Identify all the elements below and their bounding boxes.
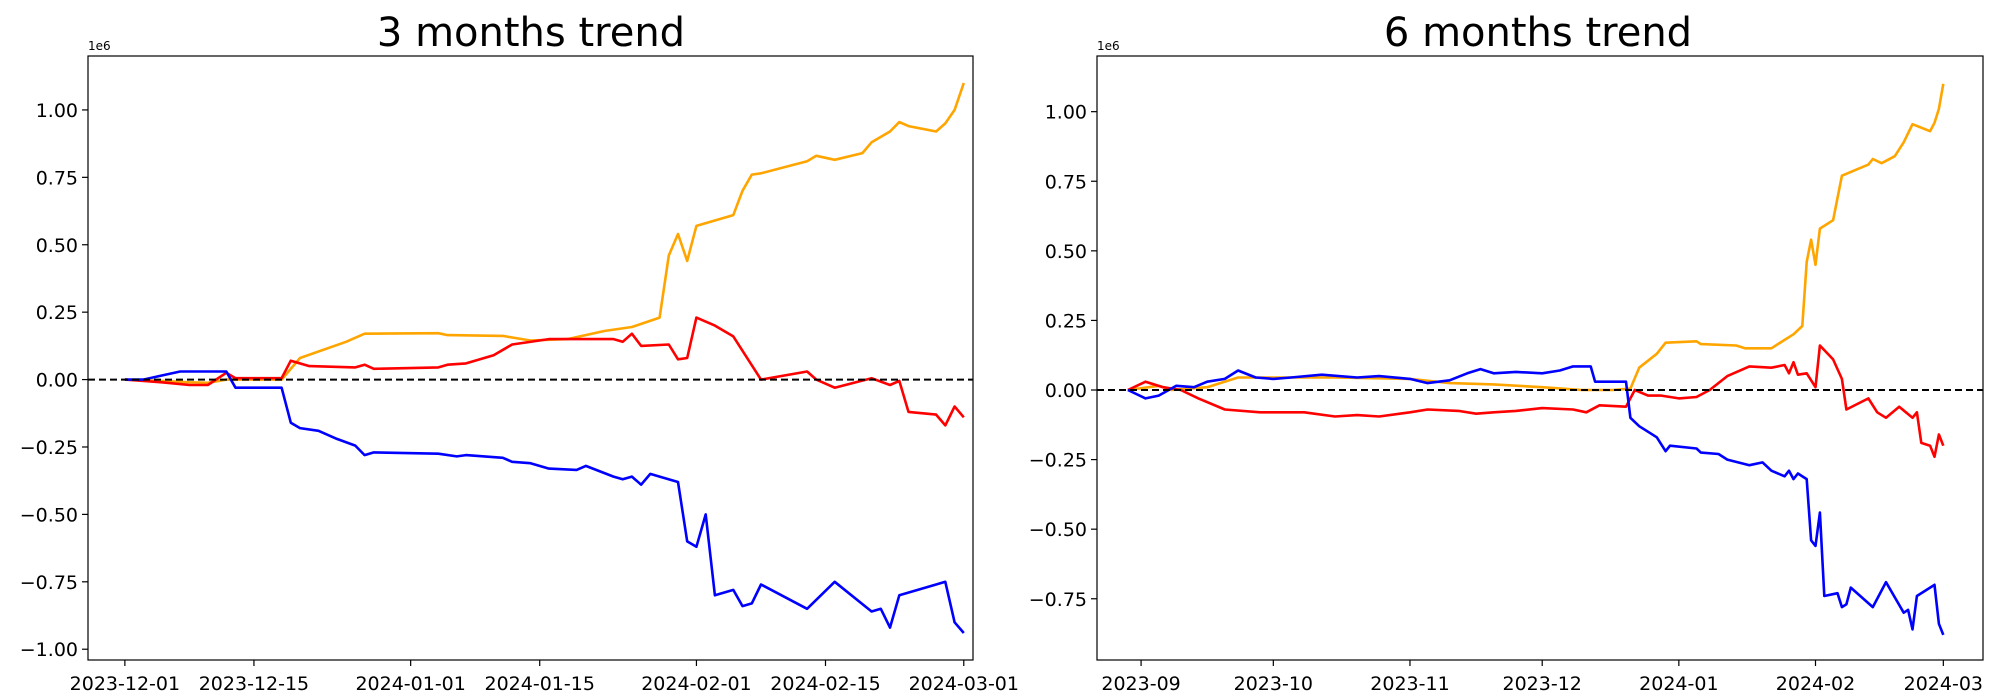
- y-tick-label: −1.00: [20, 639, 78, 661]
- y-tick-label: −0.75: [20, 572, 78, 594]
- series-line-0: [124, 82, 966, 385]
- series-line-0: [1127, 83, 1945, 392]
- ticks-layer: −0.75 −0.50 −0.25 0.00 0.25 0.50 0.75 1.00 2023-…: [1029, 102, 1983, 695]
- y-tick-label: 0.25: [36, 302, 78, 324]
- x-tick-label: 2024-02: [1776, 673, 1855, 695]
- series-line-2: [1127, 365, 1945, 636]
- y-tick-label: 0.00: [36, 370, 78, 392]
- y-tick-label: 0.50: [1045, 241, 1087, 263]
- y-tick-label: 0.00: [1045, 380, 1087, 402]
- y-offset-label: 1e6: [1097, 39, 1120, 53]
- y-tick-label: 1.00: [1045, 102, 1087, 124]
- x-tick-label: 2023-12: [1503, 673, 1582, 695]
- chart-title: 3 months trend: [377, 10, 685, 56]
- x-tick-label: 2024-02-15: [770, 673, 880, 695]
- x-tick-label: 2023-10: [1234, 673, 1313, 695]
- y-tick-label: 0.75: [1045, 171, 1087, 193]
- series-line-2: [124, 370, 965, 634]
- series-line-1: [124, 316, 965, 427]
- series-layer: [1127, 83, 1945, 636]
- y-tick-label: −0.50: [20, 504, 78, 526]
- y-tick-label: −0.25: [20, 437, 78, 459]
- y-tick-label: 0.75: [36, 167, 78, 189]
- y-tick-label: 0.50: [36, 235, 78, 257]
- y-tick-label: −0.50: [1029, 519, 1087, 541]
- x-tick-label: 2024-03: [1904, 673, 1983, 695]
- chart-title: 6 months trend: [1384, 10, 1692, 56]
- x-tick-label: 2023-12-15: [199, 673, 309, 695]
- x-tick-label: 2024-01: [1639, 673, 1718, 695]
- y-offset-label: 1e6: [88, 39, 111, 53]
- plot-frame: [87, 55, 974, 661]
- x-tick-label: 2023-11: [1370, 673, 1449, 695]
- x-tick-label: 2024-02-01: [641, 673, 751, 695]
- series-line-1: [1127, 344, 1945, 459]
- series-layer: [124, 82, 966, 634]
- x-tick-label: 2023-09: [1101, 673, 1180, 695]
- x-tick-label: 2023-12-01: [70, 673, 180, 695]
- y-tick-label: −0.75: [1029, 589, 1087, 611]
- x-tick-label: 2024-03-01: [909, 673, 1019, 695]
- x-tick-label: 2024-01-01: [355, 673, 465, 695]
- y-tick-label: 1.00: [36, 100, 78, 122]
- ticks-layer: −1.00 −0.75 −0.50 −0.25 0.00 0.25 0.50 0.75 1.00…: [20, 100, 1019, 695]
- chart-3-months: 3 months trend 1e6 −1.00 −0.75 −0.50 −0.25 0…: [20, 10, 1019, 695]
- plot-frame: [1096, 55, 1984, 661]
- y-tick-label: 0.25: [1045, 310, 1087, 332]
- x-tick-label: 2024-01-15: [485, 673, 595, 695]
- chart-6-months: 6 months trend 1e6 −0.75 −0.50 −0.25 0.00 0.…: [1029, 10, 1984, 695]
- y-tick-label: −0.25: [1029, 450, 1087, 472]
